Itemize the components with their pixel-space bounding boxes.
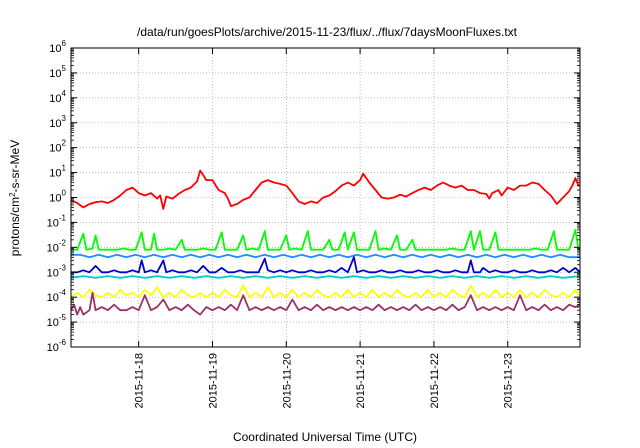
y-tick-label: 103 [49,114,66,130]
y-tick-label: 105 [49,64,66,80]
y-axis-label-sup: 2 [8,192,17,197]
y-axis-label-suffix: -s-sr-MeV [8,140,22,193]
y-tick-label: 101 [49,164,66,180]
y-tick-label: 104 [49,89,66,105]
series-group [70,169,581,316]
y-tick-label: 106 [49,39,66,55]
x-tick-label: 2015-11-22 [429,353,441,408]
y-tick-label: 10-6 [47,338,67,354]
x-tick-label: 2015-11-23 [503,353,515,408]
x-tick-label: 2015-11-20 [281,353,293,408]
series-line-2 [71,228,580,251]
x-axis-label: Coordinated Universal Time (UTC) [233,430,417,444]
y-axis-label: protons/cm2-s-sr-MeV [8,140,23,256]
y-tick-label: 10-4 [47,288,67,304]
y-tick-label: 10-5 [47,313,67,329]
y-axis-ticks: 10-6 10-5 10-4 10-3 10-2 10-1 100 101 102 103 104 1… [47,39,580,354]
y-tick-label: 10-2 [47,238,67,254]
series-line-7 [70,291,581,316]
series-line-4 [71,256,581,274]
y-axis-label-prefix: protons/cm [8,197,22,256]
series-line-3 [71,253,580,259]
series-line-1 [70,169,580,210]
x-tick-label: 2015-11-21 [355,353,367,408]
y-tick-label: 10-3 [47,263,67,279]
series-line-5 [70,275,581,279]
series-line-6 [70,284,581,299]
x-tick-label: 2015-11-18 [134,353,146,408]
x-axis-ticks: 2015-11-18 2015-11-19 2015-11-20 2015-11-21… [134,48,515,408]
y-tick-label: 100 [49,189,66,205]
x-tick-label: 2015-11-19 [207,353,219,408]
chart-title: /data/run/goesPlots/archive/2015-11-23/f… [137,25,518,39]
y-tick-label: 102 [49,139,66,155]
y-tick-label: 10-1 [47,213,67,229]
